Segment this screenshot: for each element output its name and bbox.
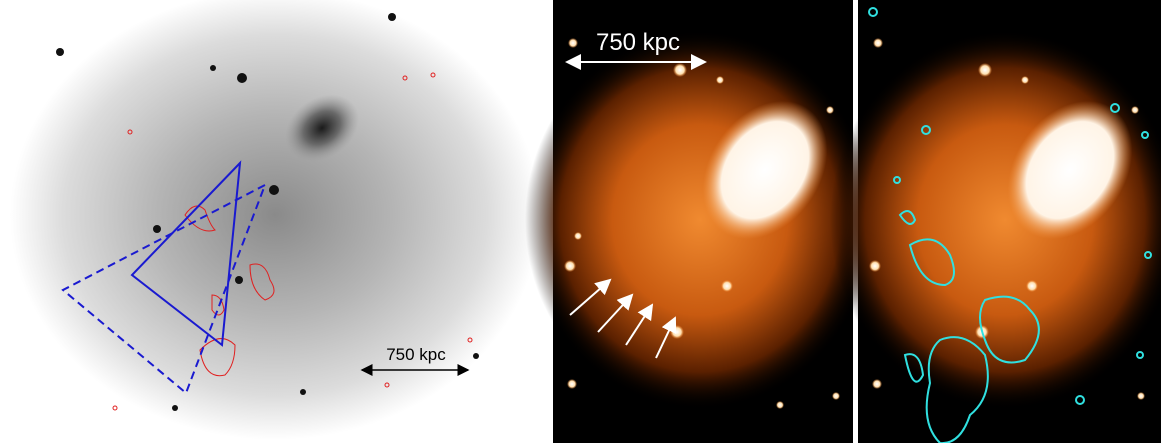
- scale-label: 750 kpc: [596, 29, 680, 56]
- core: [702, 100, 828, 240]
- point-sources: [869, 38, 1145, 400]
- sector-dashed: [61, 182, 267, 395]
- middle-panel: 750 kpc: [525, 0, 875, 443]
- core: [1007, 100, 1133, 240]
- core: [284, 94, 360, 162]
- point-sources: [56, 13, 479, 411]
- radio-contours: [868, 7, 1152, 443]
- right-panel: [830, 0, 1161, 443]
- radio-contours: [112, 72, 473, 411]
- left-panel: 750 kpc: [0, 0, 540, 443]
- sector-solid: [130, 160, 242, 347]
- arrows: [569, 278, 677, 359]
- diffuse-emission: [10, 0, 540, 440]
- diffuse-emission: [525, 30, 875, 410]
- scale-label: 750 kpc: [386, 345, 446, 364]
